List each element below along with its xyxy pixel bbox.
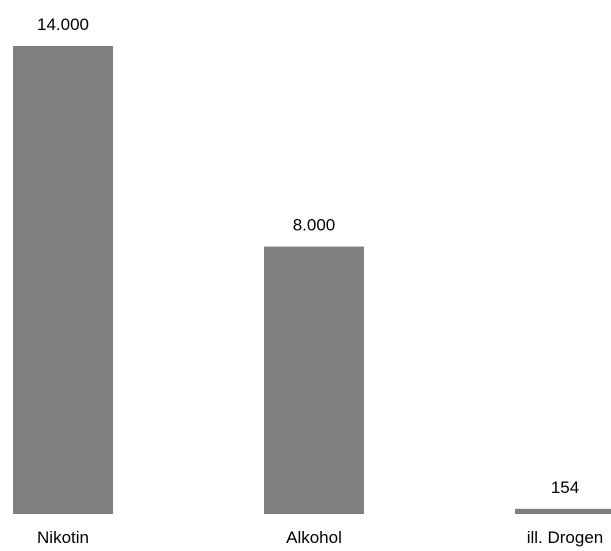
category-label: Nikotin bbox=[37, 528, 89, 547]
value-label: 8.000 bbox=[293, 216, 336, 235]
bar-ill-drogen bbox=[515, 508, 611, 514]
bar-nikotin bbox=[13, 46, 113, 514]
bars-layer bbox=[13, 46, 611, 515]
bar-alkohol bbox=[264, 246, 364, 515]
category-labels-layer: Nikotin Alkohol ill. Drogen bbox=[37, 528, 603, 547]
category-label: ill. Drogen bbox=[527, 528, 604, 547]
value-label: 14.000 bbox=[37, 15, 89, 34]
value-labels-layer: 14.000 8.000 154 bbox=[37, 15, 579, 497]
value-label: 154 bbox=[551, 478, 579, 497]
category-label: Alkohol bbox=[286, 528, 342, 547]
